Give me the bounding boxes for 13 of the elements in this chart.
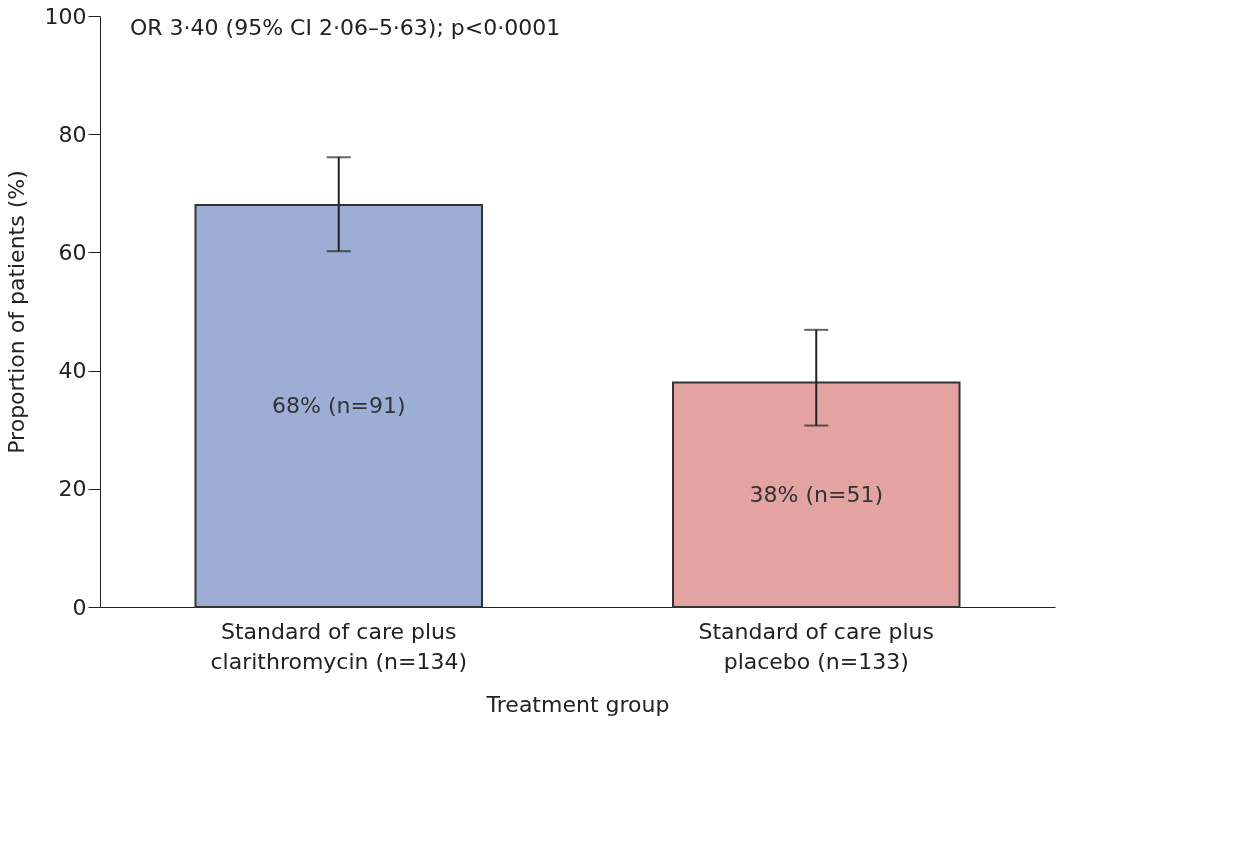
y-tick-label: 100: [44, 3, 87, 29]
annotation: OR 3·40 (95% CI 2·06–5·63); p<0·0001: [130, 15, 561, 40]
x-tick-label: Standard of care plus placebo (n=133): [698, 618, 934, 674]
x-axis-title: Treatment group: [485, 691, 670, 717]
y-tick-label: 40: [58, 358, 87, 384]
data-label: 68% (n=91): [272, 393, 406, 419]
y-tick-label: 80: [58, 121, 87, 147]
data-label: 38% (n=51): [749, 481, 883, 507]
y-tick-label: 0: [72, 594, 87, 620]
y-tick-label: 20: [58, 476, 87, 502]
y-tick-label: 60: [58, 239, 87, 265]
x-tick-label: Standard of care plus clarithromycin (n=134): [210, 618, 468, 674]
y-axis-title: Proportion of patients (%): [3, 170, 29, 454]
